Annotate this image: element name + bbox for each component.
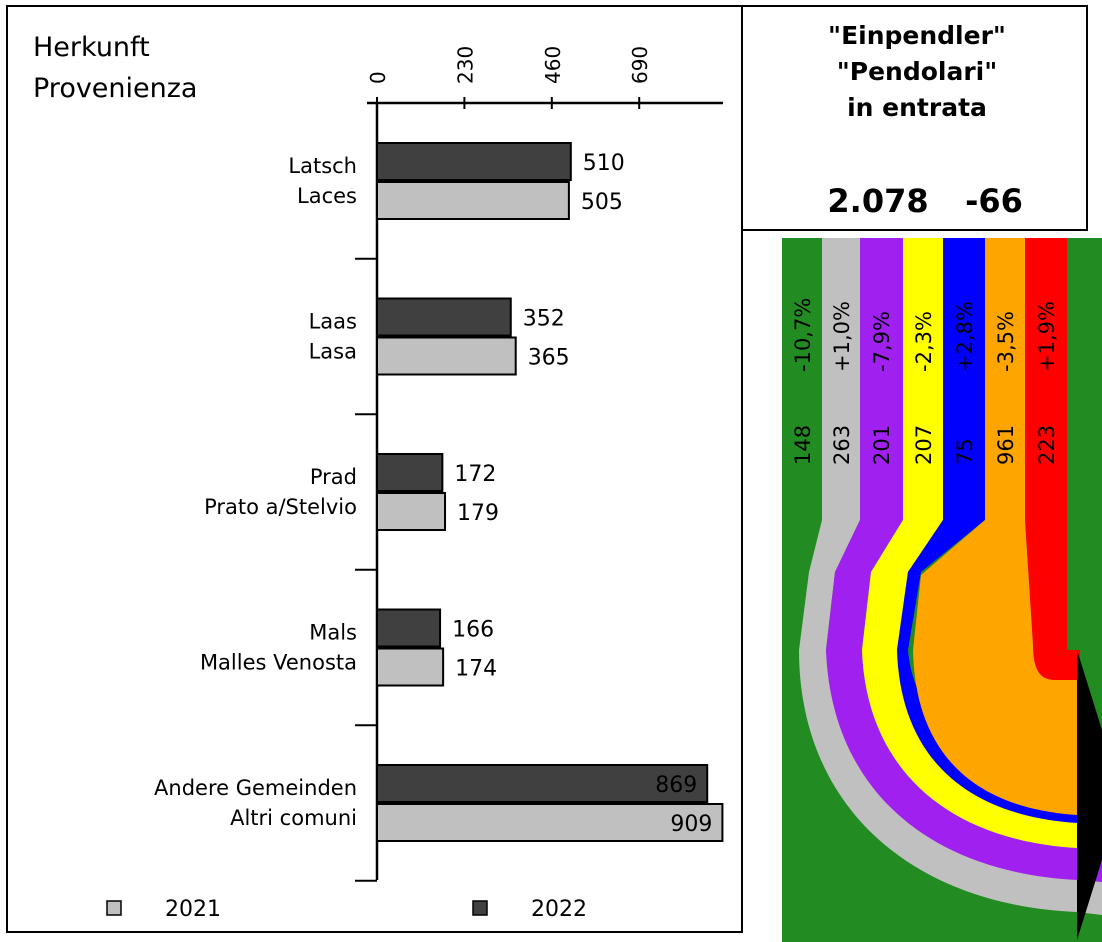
flow-pct-label: -2,3% [912, 311, 936, 372]
flow-band-purple [826, 238, 1102, 882]
flow-value-label: 148 [791, 425, 815, 465]
flow-value-label: 263 [830, 425, 854, 465]
flow-band-grey [799, 238, 1102, 915]
summary-frame [742, 5, 1088, 231]
bars: 510 505 352 365 172 179 166 174 869 909 [376, 142, 724, 842]
category-label-it: Prato a/Stelvio [204, 495, 357, 519]
bar-2022 [376, 764, 709, 803]
bar-2022 [376, 608, 442, 648]
category-separators [355, 257, 377, 882]
legend-swatch-2021 [106, 900, 122, 916]
category-label-it: Malles Venosta [200, 651, 357, 675]
summary-title-line2: "Pendolari" [837, 57, 998, 86]
legend-swatch-2022 [472, 900, 488, 916]
category-label-it: Lasa [309, 340, 357, 364]
bar-value-label-2022: 869 [655, 773, 697, 798]
flow-labels: -10,7% 148 +1,0% 263 -7,9% 201 -2,3% 207 +2,8% 75… [791, 298, 1059, 465]
category-label-it: Altri comuni [230, 806, 357, 830]
summary-change: -66 [965, 182, 1023, 220]
flow-pct-label: +1,9% [1035, 301, 1059, 372]
bar-2021 [376, 647, 445, 687]
flow-value-label: 207 [912, 425, 936, 465]
header-line1: Herkunft [33, 32, 150, 63]
bar-2021 [376, 336, 517, 376]
flow-pct-label: +1,0% [830, 301, 854, 372]
flow-diagram: -10,7% 148 +1,0% 263 -7,9% 201 -2,3% 207 +2,8% 75… [782, 238, 1102, 942]
flow-pct-label: -3,5% [994, 311, 1018, 372]
flow-arrow-head [1077, 650, 1102, 940]
bar-value-label-2021: 179 [457, 501, 499, 526]
bar-2022 [376, 142, 572, 181]
flow-pct-label: -7,9% [870, 311, 894, 372]
bar-value-label-2022: 352 [523, 307, 565, 332]
flow-band-yellow [862, 238, 1102, 850]
x-tick-label: 0 [366, 71, 390, 84]
flow-pct-label: -10,7% [791, 298, 815, 372]
bar-value-label-2022: 510 [583, 151, 625, 176]
bar-2022 [376, 297, 512, 337]
category-label-de: Prad [310, 465, 357, 489]
bar-2021 [376, 181, 570, 220]
bar-2021 [376, 492, 447, 531]
category-label-de: Laas [309, 310, 357, 334]
legend-label-2021: 2021 [165, 897, 221, 922]
category-label-de: Andere Gemeinden [154, 776, 357, 800]
category-labels: Latsch Laces Laas Lasa Prad Prato a/Stelvio Ma… [154, 154, 357, 830]
summary-total: 2.078 [827, 182, 928, 220]
x-tick-label: 690 [628, 46, 652, 84]
summary-title-line1: "Einpendler" [828, 21, 1006, 50]
category-label-it: Laces [297, 184, 357, 208]
flow-band-blue [897, 238, 1102, 825]
flow-pct-label: +2,8% [953, 301, 977, 372]
x-tick-label: 230 [453, 46, 477, 84]
x-ticks: 0 230 460 690 [366, 46, 652, 109]
summary-title-line3: in entrata [847, 93, 987, 122]
category-label-de: Latsch [288, 154, 357, 178]
bar-value-label-2022: 166 [452, 618, 494, 643]
bar-value-label-2021: 909 [670, 812, 712, 837]
flow-band-red [1025, 238, 1080, 680]
bar-value-label-2021: 174 [455, 657, 497, 682]
flow-value-label: 201 [870, 425, 894, 465]
bar-value-label-2022: 172 [454, 462, 496, 487]
header-line2: Provenienza [33, 73, 197, 104]
flow-value-label: 961 [994, 425, 1018, 465]
category-label-de: Mals [309, 621, 357, 645]
bar-value-label-2021: 365 [528, 346, 570, 371]
bar-value-label-2021: 505 [581, 190, 623, 215]
bar-2022 [376, 453, 444, 492]
flow-value-label: 223 [1035, 425, 1059, 465]
x-tick-label: 460 [541, 46, 565, 84]
bar-2021 [376, 803, 724, 842]
legend-label-2022: 2022 [531, 897, 587, 922]
flow-value-label: 75 [953, 438, 977, 465]
